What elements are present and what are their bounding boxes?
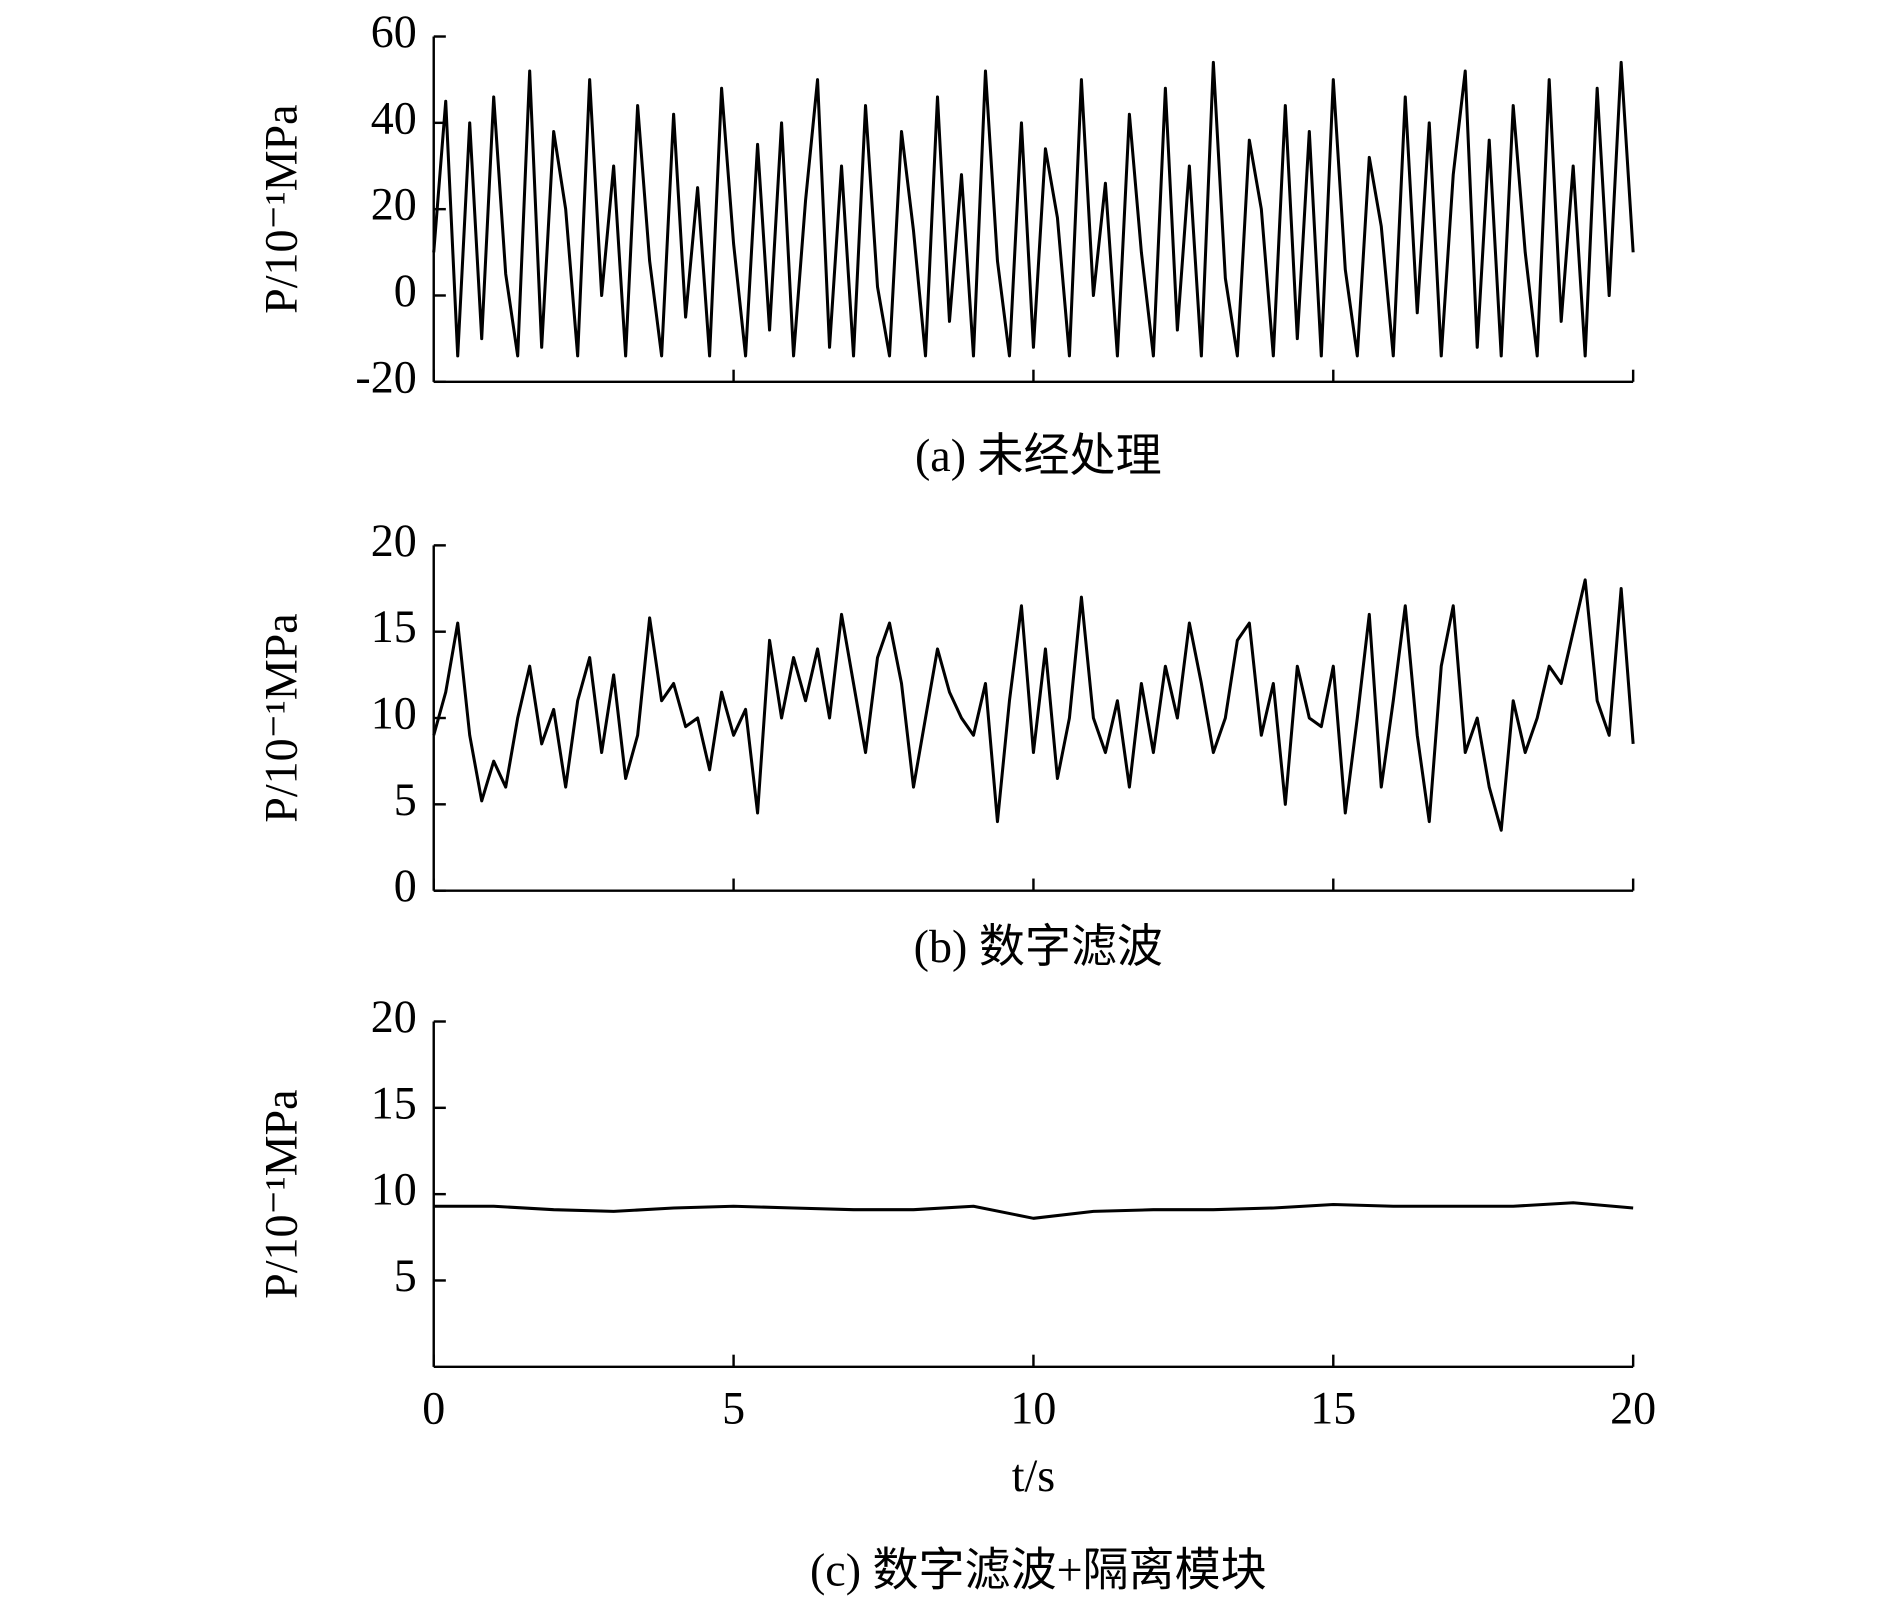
y-axis-label: P/10⁻¹MPa	[255, 104, 306, 313]
x-tick-label: 10	[1010, 1382, 1056, 1433]
data-line	[433, 1201, 1634, 1220]
caption: (c) 数字滤波+隔离模块	[810, 1545, 1267, 1596]
y-tick-label: 15	[371, 601, 417, 652]
y-tick-label: 5	[394, 774, 417, 825]
x-tick-label: 20	[1610, 1382, 1656, 1433]
y-tick-label: 15	[371, 1077, 417, 1128]
y-tick-label: 20	[371, 515, 417, 566]
x-tick-label: 0	[422, 1382, 445, 1433]
y-tick-label: 10	[371, 688, 417, 739]
y-tick-label: 5	[394, 1250, 417, 1301]
y-tick-label: 0	[394, 265, 417, 316]
y-axis-label: P/10⁻¹MPa	[255, 1089, 306, 1298]
caption: (a) 未经处理	[915, 430, 1162, 481]
y-tick-label: 40	[371, 92, 417, 143]
y-tick-label: 20	[371, 179, 417, 230]
data-line	[432, 60, 1635, 358]
y-tick-label: 20	[371, 991, 417, 1042]
x-tick-label: 15	[1310, 1382, 1356, 1433]
x-axis-label: t/s	[1012, 1450, 1055, 1501]
y-axis-label: P/10⁻¹MPa	[255, 613, 306, 822]
y-tick-label: -20	[355, 351, 416, 402]
y-tick-label: 0	[394, 860, 417, 911]
x-tick-label: 5	[722, 1382, 745, 1433]
y-tick-label: 10	[371, 1164, 417, 1215]
data-line	[432, 578, 1635, 832]
y-tick-label: 60	[371, 6, 417, 57]
caption: (b) 数字滤波	[914, 921, 1163, 972]
